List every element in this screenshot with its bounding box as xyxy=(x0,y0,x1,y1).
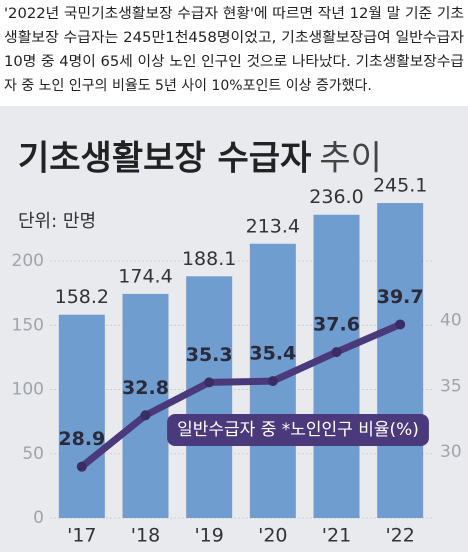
bar xyxy=(313,214,360,519)
x-tick-label: '21 xyxy=(322,525,351,547)
y-tick-label: 50 xyxy=(22,444,44,464)
y-tick-label: 150 xyxy=(12,315,44,335)
line-point xyxy=(267,376,278,387)
x-tick-label: '18 xyxy=(131,525,160,547)
article-line: 10명 중 4명이 65세 이상 노인 인구인 것으로 나타났다. 기초생활보장… xyxy=(4,54,464,70)
legend-box xyxy=(167,414,429,446)
y2-tick-label: 30 xyxy=(440,442,462,462)
x-tick-label: '20 xyxy=(258,525,287,547)
line-value-label: 39.7 xyxy=(377,286,424,308)
y2-tick-label: 35 xyxy=(440,376,462,396)
line-value-label: 35.3 xyxy=(186,344,233,366)
article-line: 자 중 노인 인구의 비율도 5년 사이 10%포인트 이상 증가했다. xyxy=(4,78,372,94)
y-tick-label: 100 xyxy=(12,380,44,400)
line-point xyxy=(204,377,215,388)
legend-label: 일반수급자 중 *노인인구 비율(%) xyxy=(177,420,419,440)
unit-label: 단위: 만명 xyxy=(18,211,96,232)
bar-value-label: 236.0 xyxy=(309,186,363,208)
x-tick-label: '19 xyxy=(194,525,223,547)
bar-value-label: 245.1 xyxy=(373,175,427,197)
line-value-label: 32.8 xyxy=(122,377,169,399)
y2-tick-label: 40 xyxy=(440,311,462,331)
line xyxy=(78,320,404,471)
legend: 일반수급자 중 *노인인구 비율(%) xyxy=(167,414,429,446)
line-value-label: 35.4 xyxy=(249,343,296,365)
x-tick-label: '22 xyxy=(385,525,414,547)
bar xyxy=(58,314,105,518)
bar-value-label: 188.1 xyxy=(182,248,236,270)
y-tick-label: 200 xyxy=(12,251,44,271)
chart-title: 기초생활보장 수급자 xyxy=(18,139,311,179)
bar-value-label: 213.4 xyxy=(246,215,300,237)
line-value-label: 37.6 xyxy=(313,314,360,336)
bar-value-label: 158.2 xyxy=(55,286,109,308)
y-tick-label: 0 xyxy=(33,508,44,528)
article-line: 생활보장 수급자는 245만1천458명이었고, 기초생활보장급여 일반수급자 xyxy=(4,30,464,46)
bar-value-label: 174.4 xyxy=(118,265,172,287)
chart-title-light: 추이 xyxy=(319,139,382,179)
bar xyxy=(186,276,233,518)
line-point xyxy=(76,461,87,472)
line-point xyxy=(331,347,342,358)
line-point xyxy=(395,319,406,330)
article-line: '2022년 국민기초생활보장 수급자 현황'에 따르면 작년 12월 말 기준… xyxy=(4,6,464,22)
line-point xyxy=(140,410,151,421)
line-value-label: 28.9 xyxy=(58,428,105,450)
bar xyxy=(377,203,424,518)
x-tick-label: '17 xyxy=(67,525,96,547)
